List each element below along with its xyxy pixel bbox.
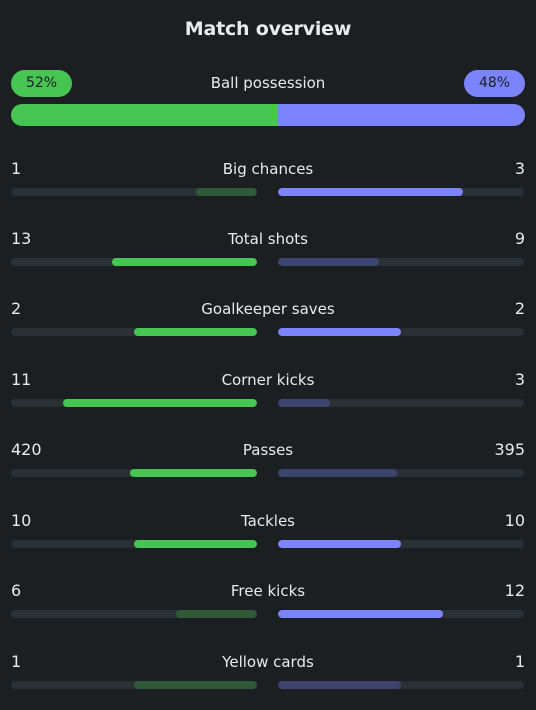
home-value: 11 [11, 370, 32, 389]
stat-row-tackles: 10 Tackles 10 [11, 511, 525, 551]
away-value: 3 [514, 370, 525, 389]
home-stat-bar [11, 328, 257, 336]
away-value: 9 [514, 229, 525, 248]
home-value: 420 [11, 440, 42, 459]
away-stat-fill [278, 328, 401, 336]
home-stat-fill [175, 610, 257, 618]
home-stat-fill [195, 188, 257, 196]
away-possession-fill [278, 104, 525, 126]
stat-row-corner-kicks: 11 Corner kicks 3 [11, 370, 525, 410]
home-stat-bar [11, 399, 257, 407]
home-stat-fill [134, 681, 257, 689]
stat-row-free-kicks: 6 Free kicks 12 [11, 581, 525, 621]
home-value: 1 [11, 652, 22, 671]
away-stat-bar [278, 469, 524, 477]
away-stat-fill [278, 681, 401, 689]
stat-row-yellow-cards: 1 Yellow cards 1 [11, 652, 525, 692]
home-stat-fill [62, 399, 257, 407]
home-value: 1 [11, 159, 22, 178]
away-stat-fill [278, 258, 379, 266]
away-stat-bar [278, 328, 524, 336]
page-title: Match overview [184, 18, 352, 40]
home-value: 6 [11, 581, 22, 600]
away-stat-bar [278, 681, 524, 689]
stat-label: Yellow cards [222, 653, 314, 671]
home-stat-fill [130, 469, 257, 477]
possession-bar [11, 104, 525, 126]
away-value: 395 [494, 440, 525, 459]
home-stat-bar [11, 610, 257, 618]
stat-row-total-shots: 13 Total shots 9 [11, 229, 525, 269]
home-stat-bar [11, 258, 257, 266]
stat-row-goalkeeper-saves: 2 Goalkeeper saves 2 [11, 299, 525, 339]
away-value: 10 [504, 511, 525, 530]
away-value: 2 [514, 299, 525, 318]
away-stat-bar [278, 610, 524, 618]
away-stat-fill [278, 188, 463, 196]
stat-label: Goalkeeper saves [201, 300, 335, 318]
away-stat-bar [278, 258, 524, 266]
ball-possession-label: Ball possession [210, 74, 326, 92]
away-stat-fill [278, 469, 398, 477]
away-stat-bar [278, 399, 524, 407]
away-value: 3 [514, 159, 525, 178]
home-value: 10 [11, 511, 32, 530]
stat-label: Tackles [240, 512, 296, 530]
stat-label: Corner kicks [221, 371, 315, 389]
stat-label: Total shots [228, 230, 308, 248]
home-possession-badge: 52% [11, 70, 72, 97]
home-possession-fill [11, 104, 279, 126]
home-stat-bar [11, 188, 257, 196]
home-stat-fill [111, 258, 257, 266]
away-value: 1 [514, 652, 525, 671]
home-stat-bar [11, 681, 257, 689]
home-stat-fill [134, 540, 257, 548]
away-stat-fill [278, 399, 330, 407]
home-stat-bar [11, 469, 257, 477]
ball-possession-row: 52% Ball possession 48% [11, 70, 525, 128]
home-value: 13 [11, 229, 32, 248]
home-stat-fill [134, 328, 257, 336]
away-stat-fill [278, 540, 401, 548]
stat-label: Passes [242, 441, 294, 459]
stat-row-passes: 420 Passes 395 [11, 440, 525, 480]
stat-label: Big chances [222, 160, 314, 178]
stat-label: Free kicks [230, 582, 306, 600]
away-stat-fill [278, 610, 443, 618]
home-value: 2 [11, 299, 22, 318]
home-stat-bar [11, 540, 257, 548]
away-possession-badge: 48% [464, 70, 525, 97]
away-stat-bar [278, 188, 524, 196]
away-value: 12 [504, 581, 525, 600]
away-stat-bar [278, 540, 524, 548]
stat-row-big-chances: 1 Big chances 3 [11, 159, 525, 199]
